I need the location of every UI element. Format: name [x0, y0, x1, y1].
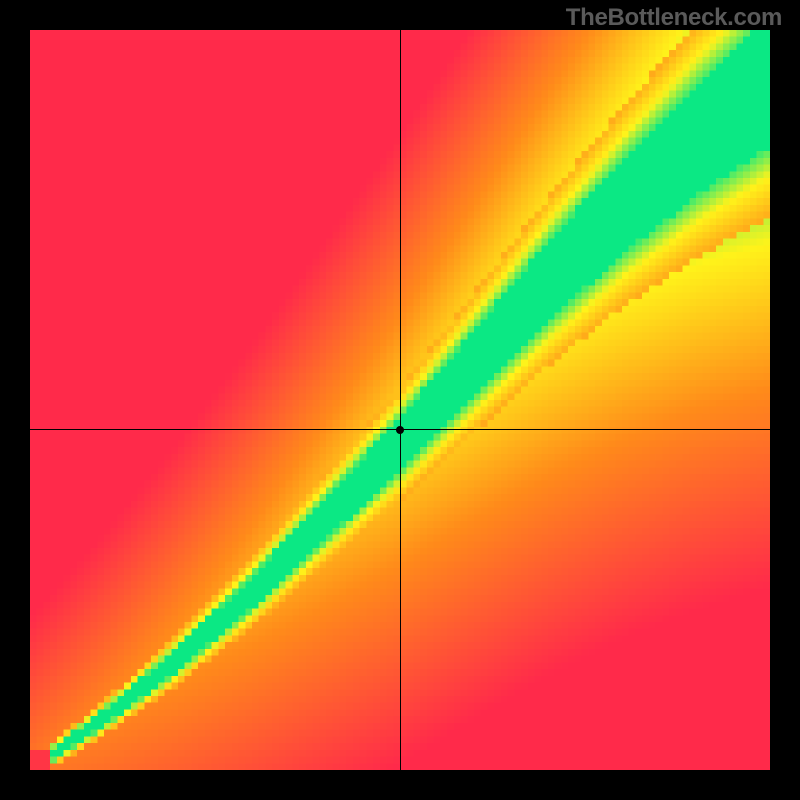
crosshair-marker	[396, 426, 404, 434]
crosshair-vertical	[400, 30, 401, 770]
watermark-text: TheBottleneck.com	[566, 4, 782, 32]
chart-container: TheBottleneck.com	[0, 0, 800, 800]
